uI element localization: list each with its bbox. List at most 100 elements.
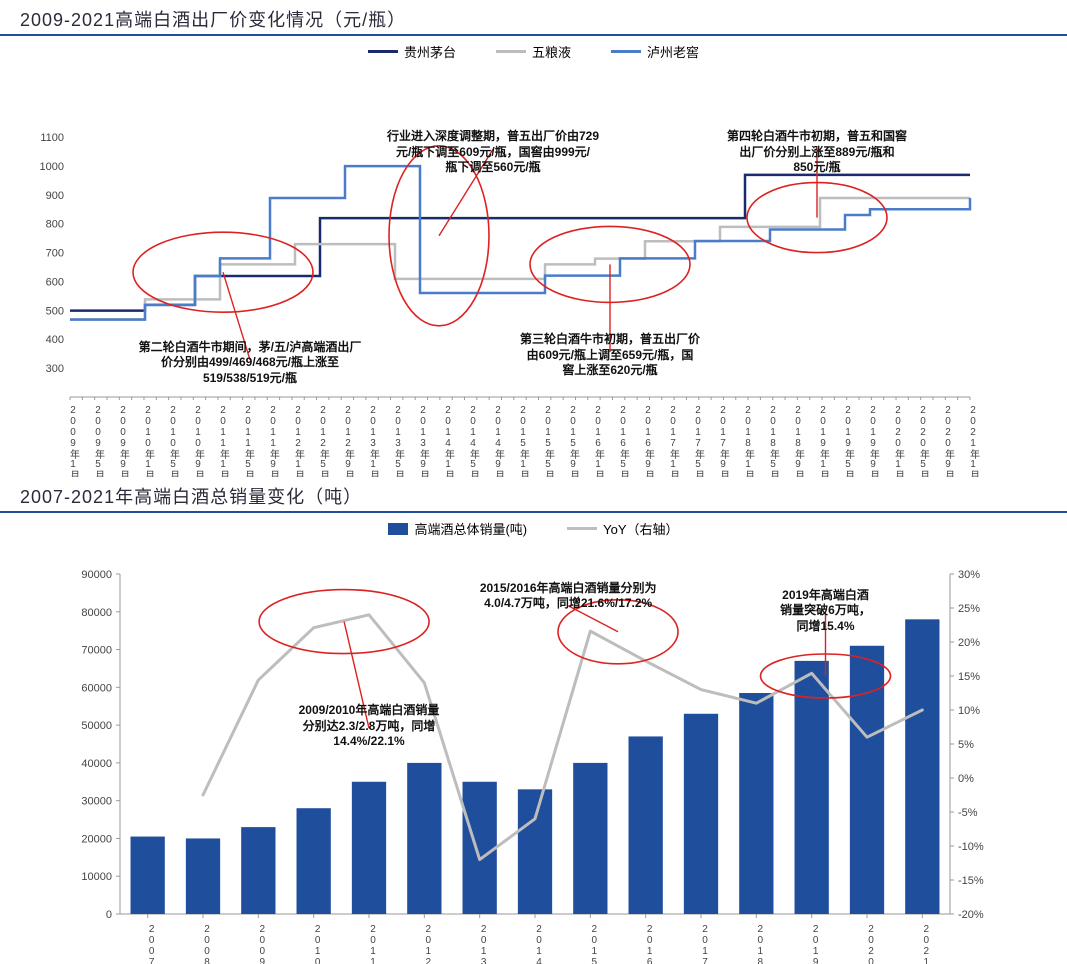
- chart1-svg: 300400500600700800900100011002009年1月2009…: [0, 67, 1040, 477]
- legend-item: 泸州老窖: [611, 42, 699, 61]
- svg-text:2018年9月: 2018年9月: [793, 405, 805, 477]
- svg-text:2014: 2014: [534, 924, 545, 964]
- svg-text:2015年1月: 2015年1月: [518, 405, 530, 477]
- svg-text:2019: 2019: [810, 924, 821, 964]
- svg-text:2018年5月: 2018年5月: [768, 405, 780, 477]
- svg-text:600: 600: [46, 276, 64, 288]
- svg-text:2009年9月: 2009年9月: [118, 405, 130, 477]
- svg-text:2016年5月: 2016年5月: [618, 405, 630, 477]
- svg-text:2016年9月: 2016年9月: [643, 405, 655, 477]
- svg-text:2016年1月: 2016年1月: [593, 405, 605, 477]
- svg-text:60000: 60000: [81, 682, 112, 694]
- svg-text:20%: 20%: [958, 637, 980, 649]
- svg-text:70000: 70000: [81, 645, 112, 657]
- svg-text:2021: 2021: [921, 924, 932, 964]
- svg-text:2015: 2015: [589, 924, 600, 964]
- svg-text:2010年5月: 2010年5月: [168, 405, 180, 477]
- svg-text:2012年1月: 2012年1月: [293, 405, 305, 477]
- svg-text:2019年1月: 2019年1月: [818, 405, 830, 477]
- svg-text:2007: 2007: [146, 924, 157, 964]
- svg-text:2019年5月: 2019年5月: [843, 405, 855, 477]
- svg-text:2008: 2008: [202, 924, 213, 964]
- svg-text:700: 700: [46, 248, 64, 260]
- svg-text:2017年5月: 2017年5月: [693, 405, 705, 477]
- svg-text:-10%: -10%: [958, 841, 984, 853]
- svg-text:0: 0: [106, 909, 112, 921]
- svg-text:2015年9月: 2015年9月: [568, 405, 580, 477]
- svg-text:2011: 2011: [368, 924, 379, 964]
- legend-label: 高端酒总体销量(吨): [414, 519, 527, 538]
- svg-text:2020: 2020: [866, 924, 877, 964]
- chart1-plot-area: 300400500600700800900100011002009年1月2009…: [0, 67, 1067, 477]
- chart2-svg: 0 10000 20000 30000 40000 50000 60000 70000 8000…: [0, 544, 1040, 964]
- svg-text:2010: 2010: [312, 924, 323, 964]
- svg-text:2018: 2018: [755, 924, 766, 964]
- svg-text:90000: 90000: [81, 569, 112, 581]
- volume-chart-section: 2007-2021年高端白酒总销量变化（吨） 高端酒总体销量(吨) YoY（右轴）…: [0, 477, 1067, 964]
- svg-text:2010年1月: 2010年1月: [143, 405, 155, 477]
- svg-text:2013年9月: 2013年9月: [418, 405, 430, 477]
- chart1-legend: 贵州茅台 五粮液 泸州老窖: [0, 36, 1067, 67]
- svg-text:800: 800: [46, 219, 64, 231]
- svg-text:2018年1月: 2018年1月: [743, 405, 755, 477]
- svg-text:30%: 30%: [958, 569, 980, 581]
- svg-text:2013年1月: 2013年1月: [368, 405, 380, 477]
- svg-text:2014年5月: 2014年5月: [468, 405, 480, 477]
- svg-text:2011年5月: 2011年5月: [243, 405, 255, 477]
- svg-text:20000: 20000: [81, 833, 112, 845]
- legend-swatch: [567, 527, 597, 530]
- svg-text:2017年1月: 2017年1月: [668, 405, 680, 477]
- svg-text:2009年5月: 2009年5月: [93, 405, 105, 477]
- svg-text:2016: 2016: [644, 924, 655, 964]
- svg-text:2020年5月: 2020年5月: [918, 405, 930, 477]
- svg-text:900: 900: [46, 190, 64, 202]
- legend-label: 泸州老窖: [647, 42, 699, 61]
- svg-text:500: 500: [46, 305, 64, 317]
- svg-text:2019年9月: 2019年9月: [868, 405, 880, 477]
- svg-text:2015年5月: 2015年5月: [543, 405, 555, 477]
- legend-item: 五粮液: [496, 42, 571, 61]
- legend-item: 高端酒总体销量(吨): [388, 519, 527, 538]
- svg-text:-20%: -20%: [958, 909, 984, 921]
- svg-text:2012年5月: 2012年5月: [318, 405, 330, 477]
- legend-swatch: [611, 50, 641, 53]
- svg-text:2017: 2017: [700, 924, 711, 964]
- svg-text:30000: 30000: [81, 796, 112, 808]
- svg-text:2011年9月: 2011年9月: [268, 405, 280, 477]
- price-chart-section: 2009-2021高端白酒出厂价变化情况（元/瓶） 贵州茅台五粮液泸州老窖 30…: [0, 0, 1067, 477]
- chart2-legend: 高端酒总体销量(吨) YoY（右轴）: [0, 513, 1067, 544]
- svg-text:0%: 0%: [958, 773, 974, 785]
- legend-swatch: [368, 50, 398, 53]
- svg-text:2020年9月: 2020年9月: [943, 405, 955, 477]
- svg-text:1000: 1000: [40, 161, 64, 173]
- svg-text:2013年5月: 2013年5月: [393, 405, 405, 477]
- svg-text:25%: 25%: [958, 603, 980, 615]
- chart2-title: 2007-2021年高端白酒总销量变化（吨）: [0, 477, 1067, 513]
- chart2-plot-area: 0 10000 20000 30000 40000 50000 60000 70000 8000…: [0, 544, 1067, 964]
- svg-text:2020年1月: 2020年1月: [893, 405, 905, 477]
- legend-label: 贵州茅台: [404, 42, 456, 61]
- legend-label: 五粮液: [532, 42, 571, 61]
- legend-swatch: [388, 523, 408, 535]
- svg-text:2014年9月: 2014年9月: [493, 405, 505, 477]
- svg-text:2021年1月: 2021年1月: [968, 405, 980, 477]
- svg-text:1100: 1100: [40, 132, 64, 144]
- legend-item: 贵州茅台: [368, 42, 456, 61]
- svg-text:300: 300: [46, 363, 64, 375]
- svg-text:2010年9月: 2010年9月: [193, 405, 205, 477]
- svg-text:2017年9月: 2017年9月: [718, 405, 730, 477]
- svg-text:2009年1月: 2009年1月: [68, 405, 80, 477]
- svg-text:2012: 2012: [423, 924, 434, 964]
- svg-text:2011年1月: 2011年1月: [218, 405, 230, 477]
- svg-text:2009: 2009: [257, 924, 268, 964]
- svg-text:10000: 10000: [81, 871, 112, 883]
- svg-text:40000: 40000: [81, 758, 112, 770]
- svg-text:-5%: -5%: [958, 807, 978, 819]
- svg-text:80000: 80000: [81, 607, 112, 619]
- svg-text:50000: 50000: [81, 720, 112, 732]
- svg-text:2013: 2013: [478, 924, 489, 964]
- svg-text:10%: 10%: [958, 705, 980, 717]
- legend-label: YoY（右轴）: [603, 519, 678, 538]
- svg-text:5%: 5%: [958, 739, 974, 751]
- legend-item: YoY（右轴）: [567, 519, 678, 538]
